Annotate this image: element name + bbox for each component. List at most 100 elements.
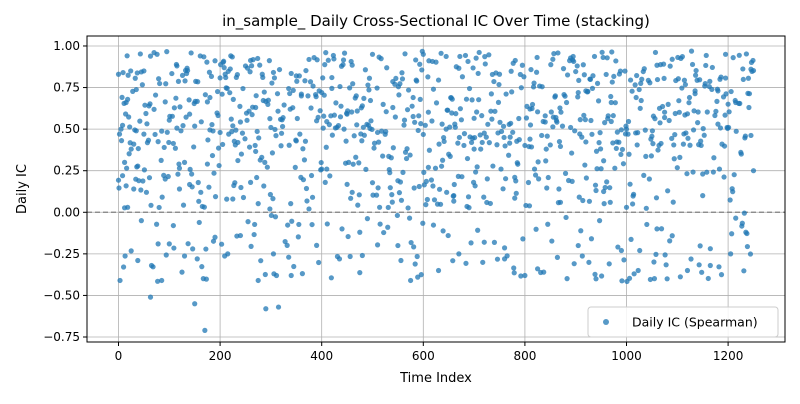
data-point [667,63,673,69]
data-point [447,124,453,130]
plot-area-frame [86,35,786,343]
data-point [157,80,163,87]
data-point [430,86,437,92]
data-point [672,110,678,117]
data-point [491,239,498,245]
data-point [718,272,725,278]
data-point [571,261,577,267]
data-point [128,146,134,152]
data-point [414,78,420,84]
data-point [390,104,396,111]
data-point [126,114,132,120]
data-point [543,146,549,152]
data-point [477,132,483,138]
x-tick-label: 200 [209,349,232,363]
data-point [154,221,160,227]
data-point [192,123,198,129]
data-point [121,205,128,211]
data-point [698,142,704,149]
data-point [244,117,250,123]
data-point [575,89,581,96]
data-point [219,91,225,97]
data-point [472,135,478,141]
data-point [698,138,704,144]
data-point [223,74,229,81]
data-point [523,115,530,121]
data-point [307,79,314,85]
data-point [267,116,273,122]
data-point [318,159,324,166]
data-point [700,126,706,132]
data-point [124,165,130,171]
data-point [435,77,442,83]
data-point [295,234,301,240]
data-point [554,119,560,125]
data-point [692,91,698,97]
data-point [291,263,297,270]
data-point [181,253,188,259]
data-point [388,155,394,161]
data-point [320,125,326,131]
data-point [324,166,330,172]
data-point [141,167,147,173]
data-point [631,191,637,197]
data-point [666,117,672,124]
data-point [675,76,681,82]
data-point [383,109,389,115]
data-point [405,87,412,93]
data-point [602,120,608,126]
y-tick-label: 0.00 [53,205,80,219]
data-point [652,116,658,122]
data-point [702,80,708,87]
data-point [254,128,260,135]
data-point [487,200,493,207]
data-point [636,86,642,93]
data-point [557,105,563,111]
data-point [212,58,218,64]
data-point [400,169,406,175]
data-point [319,166,325,172]
data-point [336,256,343,262]
data-point [660,61,667,67]
data-point [555,50,561,56]
data-point [582,117,588,123]
data-point [704,169,710,175]
data-point [641,172,647,178]
data-point [265,97,271,103]
data-point [716,166,723,172]
data-point [590,73,596,79]
data-point [562,93,568,99]
data-point [423,178,429,184]
data-point [491,78,497,85]
data-point [134,70,140,76]
data-point [148,202,154,208]
data-point [266,58,272,64]
data-point [493,70,499,76]
data-point [361,132,367,138]
data-point [317,108,323,114]
data-point [350,81,356,87]
data-point [375,185,381,191]
data-point [695,109,701,115]
data-point [681,77,688,83]
data-point [634,72,640,79]
data-point [221,65,227,71]
data-point [615,244,621,250]
legend: Daily IC (Spearman) [587,306,779,338]
data-point [186,97,192,103]
data-point [252,221,258,228]
data-point [690,169,696,175]
data-point [172,145,178,151]
data-point [680,141,687,147]
data-point [401,122,407,128]
data-point [548,109,554,115]
data-point [433,100,440,106]
data-point [520,236,526,242]
data-point [401,117,408,123]
data-point [305,93,311,99]
data-point [379,128,385,134]
data-point [608,118,614,125]
data-point [422,122,428,128]
data-point [275,304,282,310]
data-point [532,172,539,178]
